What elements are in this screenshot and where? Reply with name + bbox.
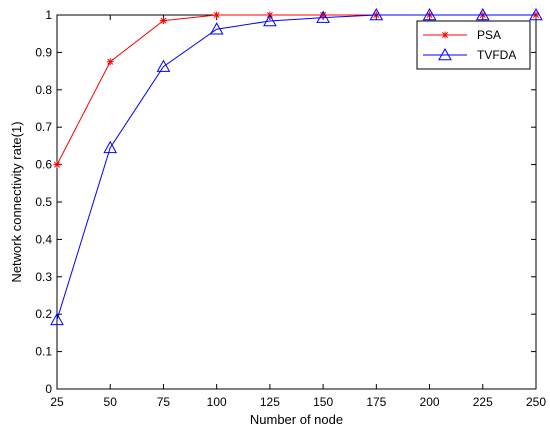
x-axis-label: Number of node (250, 412, 343, 427)
y-tick-label: 0.3 (35, 270, 52, 284)
legend-marker-tvfda (438, 47, 452, 61)
legend: PSA TVFDA (416, 20, 531, 70)
series-layer (50, 7, 543, 326)
legend-label-tvfda: TVFDA (477, 48, 516, 62)
data-point-tvfda (422, 7, 437, 21)
y-tick-label: 0.9 (35, 45, 52, 59)
data-point-tvfda (156, 59, 171, 72)
x-tick-label: 175 (366, 395, 386, 409)
x-tick-label: 25 (50, 395, 64, 409)
y-axis-label: Network connectivity rate(1) (9, 121, 24, 282)
x-tick-label: 100 (207, 395, 227, 409)
data-point-tvfda (263, 13, 277, 27)
data-point-psa (213, 11, 221, 19)
legend-item-tvfda: TVFDA (423, 47, 516, 62)
data-point-tvfda (475, 7, 490, 21)
y-tick-label: 0 (45, 382, 52, 396)
y-tick-label: 0.7 (35, 120, 52, 134)
series-line-tvfda (56, 14, 536, 320)
x-tick-label: 200 (420, 395, 440, 409)
legend-item-psa: PSA (423, 28, 501, 42)
y-tick-label: 0.5 (35, 195, 52, 209)
data-point-tvfda (209, 22, 224, 35)
x-tick-label: 150 (313, 395, 333, 409)
plot-area (56, 14, 537, 390)
x-tick-labels: 25 50 75 100 125 150 175 200 225 250 (50, 395, 546, 409)
y-tick-label: 0.6 (35, 158, 52, 172)
plot-frame (56, 14, 537, 390)
y-tick-label: 1 (45, 8, 52, 22)
data-point-tvfda (50, 312, 64, 326)
data-point-tvfda (316, 10, 330, 23)
data-point-psa (106, 58, 114, 66)
y-tick-label: 0.8 (35, 83, 52, 97)
y-tick-label: 0.4 (35, 232, 52, 246)
data-point-psa (159, 17, 167, 25)
x-tick-label: 50 (104, 395, 118, 409)
x-tick-label: 125 (260, 395, 280, 409)
data-point-tvfda (369, 7, 384, 21)
series-tvfda (50, 7, 543, 326)
legend-marker-psa (441, 31, 449, 39)
y-tick-label: 0.1 (35, 345, 52, 359)
data-point-tvfda (103, 140, 118, 154)
data-point-tvfda (529, 7, 543, 21)
x-tick-label: 225 (473, 395, 493, 409)
legend-box (416, 20, 531, 70)
data-point-psa (53, 161, 61, 169)
x-tick-label: 250 (526, 395, 546, 409)
y-tick-label: 0.2 (35, 307, 52, 321)
y-tick-labels: 0 0.1 0.2 0.3 0.4 0.5 0.6 0.7 0.8 0.9 1 (35, 8, 52, 396)
x-tick-label: 75 (157, 395, 171, 409)
legend-label-psa: PSA (477, 28, 501, 42)
